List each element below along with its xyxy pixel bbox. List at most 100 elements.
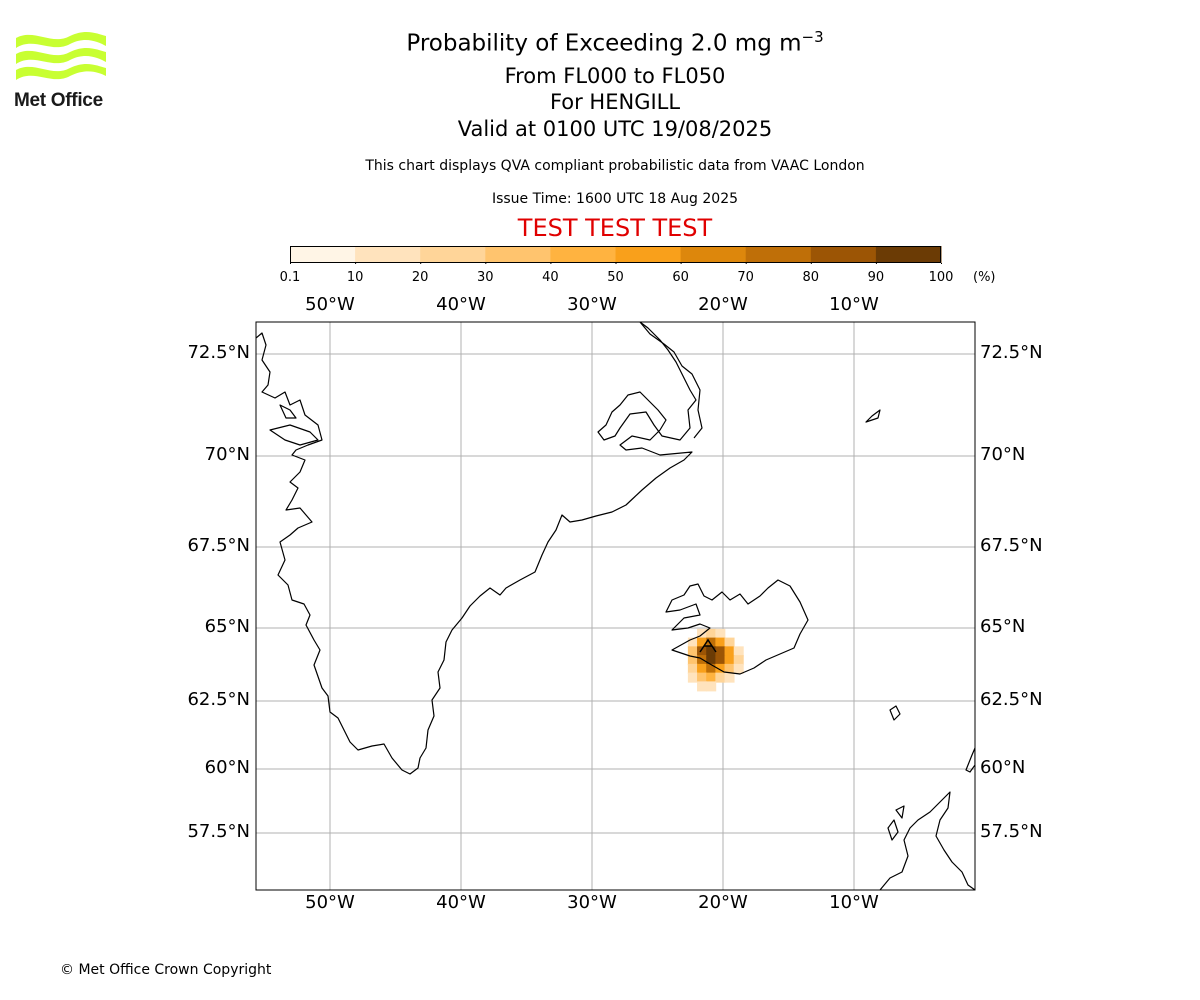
latitude-label: 67.5°N: [187, 535, 250, 556]
probability-cell: [724, 637, 735, 648]
probability-cell: [706, 681, 717, 692]
probability-cell: [697, 655, 708, 666]
coastline-greenland-fjords: [639, 322, 703, 439]
coastline-faroe: [889, 705, 901, 721]
longitude-label: 20°W: [698, 892, 748, 913]
probability-cell: [706, 672, 717, 683]
latitude-label: 65°N: [204, 616, 250, 637]
latitude-label: 72.5°N: [980, 342, 1043, 363]
probability-cell: [706, 637, 717, 648]
colorbar-tick-label: 100: [928, 270, 954, 285]
coastline-hebrides: [887, 805, 905, 841]
probability-cell: [697, 672, 708, 683]
coastline-iceland: [665, 579, 809, 675]
coastline-shetland: [965, 747, 975, 773]
test-banner: TEST TEST TEST: [517, 214, 713, 242]
probability-cell: [687, 646, 698, 657]
chart-title-superscript: −3: [801, 28, 824, 46]
latitude-label: 70°N: [204, 444, 250, 465]
probability-cell: [706, 655, 717, 666]
latitude-label: 62.5°N: [187, 689, 250, 710]
volcano-marker-icon: [699, 638, 717, 653]
longitude-label: 20°W: [698, 294, 748, 315]
colorbar-segment: [550, 246, 616, 263]
colorbar-unit: (%): [973, 270, 996, 285]
probability-cell: [697, 663, 708, 674]
met-office-logo-text: Met Office: [14, 90, 103, 111]
probability-cell: [697, 681, 708, 692]
coastline-greenland-island2: [279, 404, 297, 419]
probability-cell: [724, 672, 735, 683]
colorbar-tick-label: 10: [346, 270, 364, 285]
issue-time: Issue Time: 1600 UTC 18 Aug 2025: [491, 191, 739, 207]
probability-cell: [687, 672, 698, 683]
colorbar: [290, 246, 942, 264]
chart-title: Probability of Exceeding 2.0 mg m−3: [0, 28, 1200, 57]
coastline-greenland-island: [269, 424, 319, 446]
probability-cell: [697, 646, 708, 657]
colorbar-segment: [420, 246, 486, 263]
longitude-label: 30°W: [567, 294, 617, 315]
probability-cell: [706, 646, 717, 657]
probability-cell: [715, 646, 726, 657]
coastline-greenland: [256, 322, 697, 775]
longitude-label: 50°W: [305, 294, 355, 315]
probability-cell: [687, 663, 698, 674]
probability-cell: [687, 655, 698, 666]
longitude-label: 10°W: [829, 892, 879, 913]
probability-cell: [715, 663, 726, 674]
copyright: © Met Office Crown Copyright: [60, 962, 272, 978]
probability-cell: [715, 628, 726, 639]
coastline-scotland: [879, 791, 975, 890]
colorbar-tick-label: 80: [802, 270, 820, 285]
colorbar-segment: [810, 246, 877, 263]
probability-field: [687, 628, 744, 692]
valid-time: Valid at 0100 UTC 19/08/2025: [457, 117, 773, 141]
longitude-label: 40°W: [436, 294, 486, 315]
chart-description: This chart displays QVA compliant probab…: [365, 158, 865, 174]
probability-cell: [715, 637, 726, 648]
met-office-logo-waves-icon: [16, 31, 106, 80]
colorbar-border: [290, 246, 941, 263]
latitude-label: 72.5°N: [187, 342, 250, 363]
latitude-label: 67.5°N: [980, 535, 1043, 556]
probability-cell: [706, 663, 717, 674]
colorbar-tick-label: 40: [542, 270, 559, 285]
graticule: [256, 322, 975, 890]
coastlines: [256, 322, 975, 890]
chart-title-text: Probability of Exceeding 2.0 mg m: [406, 30, 802, 57]
coastline-jan-mayen: [865, 409, 881, 423]
colorbar-segment: [485, 246, 551, 263]
longitude-label: 50°W: [305, 892, 355, 913]
latitude-label: 57.5°N: [980, 821, 1043, 842]
probability-cell: [706, 628, 717, 639]
probability-cell: [715, 672, 726, 683]
probability-cell: [724, 646, 735, 657]
latitude-label: 65°N: [980, 616, 1026, 637]
colorbar-tick-label: 70: [737, 270, 754, 285]
probability-cell: [697, 637, 708, 648]
probability-cell: [715, 655, 726, 666]
longitude-label: 40°W: [436, 892, 486, 913]
colorbar-segment: [615, 246, 682, 263]
longitude-label: 30°W: [567, 892, 617, 913]
latitude-label: 60°N: [980, 757, 1026, 778]
colorbar-tick-label: 20: [411, 270, 429, 285]
colorbar-segment: [745, 246, 812, 263]
probability-cell: [724, 663, 735, 674]
colorbar-tick-label: 50: [607, 270, 624, 285]
colorbar-tick-label: 90: [867, 270, 885, 285]
colorbar-segment: [290, 246, 356, 263]
volcano-name: For HENGILL: [549, 90, 681, 114]
longitude-label: 10°W: [829, 294, 879, 315]
probability-cell: [733, 663, 744, 674]
probability-cell: [733, 655, 744, 666]
probability-cell: [733, 646, 744, 657]
colorbar-segment: [875, 246, 942, 263]
colorbar-segment: [355, 246, 421, 263]
probability-cell: [724, 655, 735, 666]
probability-cell: [687, 637, 698, 648]
colorbar-tick-label: 60: [672, 270, 689, 285]
colorbar-tick-label: 30: [477, 270, 494, 285]
